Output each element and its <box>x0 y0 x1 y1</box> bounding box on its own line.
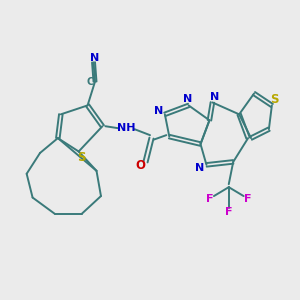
Text: N: N <box>210 92 219 101</box>
Text: F: F <box>244 194 252 204</box>
Text: N: N <box>154 106 163 116</box>
Text: S: S <box>77 151 86 164</box>
Text: N: N <box>195 163 205 173</box>
Text: S: S <box>270 93 278 106</box>
Text: F: F <box>206 194 213 204</box>
Text: C: C <box>86 76 93 87</box>
Text: F: F <box>225 207 232 218</box>
Text: N: N <box>90 53 100 63</box>
Text: N: N <box>182 94 192 104</box>
Text: O: O <box>135 159 145 172</box>
Text: NH: NH <box>117 123 136 133</box>
